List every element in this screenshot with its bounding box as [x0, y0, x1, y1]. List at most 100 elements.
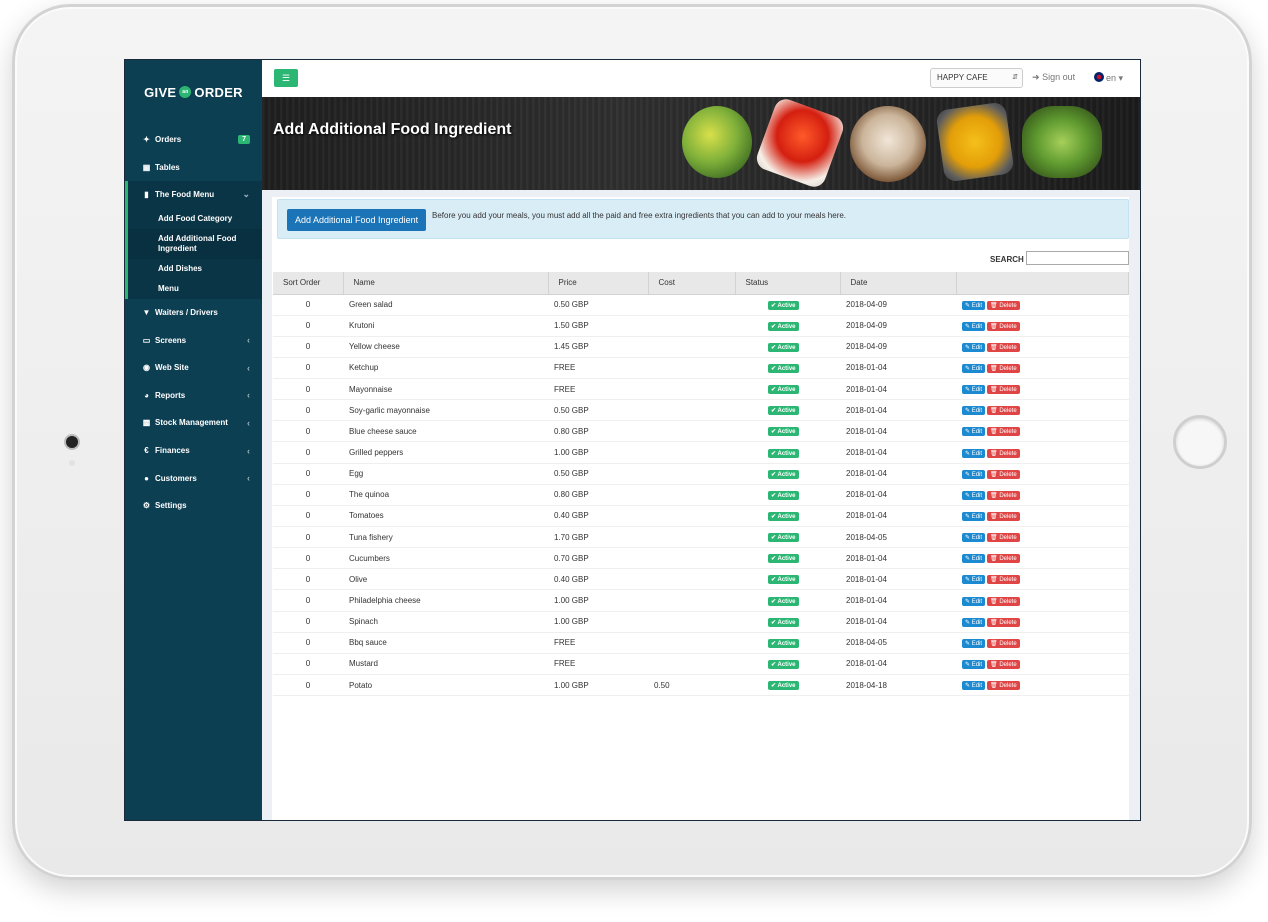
- status-badge: ✔ Active: [768, 490, 799, 500]
- signout-link[interactable]: ➜ Sign out: [1032, 72, 1075, 83]
- column-header-status[interactable]: Status: [735, 272, 841, 295]
- cell-sort-order: 0: [273, 294, 343, 316]
- cell-date: 2018-01-04: [840, 547, 956, 570]
- column-header-cost[interactable]: Cost: [648, 272, 736, 295]
- cell-name: Krutoni: [343, 315, 548, 337]
- edit-button[interactable]: ✎ Edit: [962, 363, 986, 373]
- cell-status: ✔ Active: [735, 420, 840, 443]
- delete-button[interactable]: 🗑 Delete: [987, 448, 1020, 458]
- delete-button[interactable]: 🗑 Delete: [987, 300, 1020, 310]
- edit-label: Edit: [971, 387, 983, 394]
- delete-button[interactable]: 🗑 Delete: [987, 659, 1020, 669]
- sidebar-item-stock-management[interactable]: ▩ Stock Management ‹: [125, 409, 262, 437]
- edit-label: Edit: [971, 640, 983, 647]
- edit-button[interactable]: ✎ Edit: [962, 575, 986, 585]
- table-body: 0 Green salad 0.50 GBP ✔ Active 2018-04-09 ✎ …: [273, 294, 1129, 697]
- delete-button[interactable]: 🗑 Delete: [987, 385, 1020, 395]
- edit-button[interactable]: ✎ Edit: [962, 638, 986, 648]
- sidebar-item-finances[interactable]: € Finances ‹: [125, 437, 262, 465]
- edit-button[interactable]: ✎ Edit: [962, 511, 986, 521]
- delete-button[interactable]: 🗑 Delete: [987, 342, 1020, 352]
- edit-icon: ✎: [965, 387, 971, 394]
- edit-button[interactable]: ✎ Edit: [962, 469, 986, 479]
- delete-button[interactable]: 🗑 Delete: [987, 533, 1020, 543]
- status-badge: ✔ Active: [768, 575, 799, 585]
- topbar: ☰ HAPPY CAFE ⇵ ➜ Sign out en ▾: [262, 60, 1140, 97]
- sidebar-item-web-site[interactable]: ◉ Web Site ‹: [125, 354, 262, 382]
- delete-button[interactable]: 🗑 Delete: [987, 321, 1020, 331]
- submenu-item-menu[interactable]: Menu: [158, 283, 179, 293]
- delete-button[interactable]: 🗑 Delete: [987, 554, 1020, 564]
- column-header-price[interactable]: Price: [548, 272, 649, 295]
- cell-status: ✔ Active: [735, 568, 840, 591]
- sidebar-item-waiters-drivers[interactable]: ▼ Waiters / Drivers: [125, 299, 262, 327]
- cell-status: ✔ Active: [735, 674, 840, 697]
- edit-button[interactable]: ✎ Edit: [962, 427, 986, 437]
- column-header-name[interactable]: Name: [343, 272, 549, 295]
- status-label: Active: [777, 492, 796, 499]
- submenu-item-add-additional-ingredient[interactable]: Add Additional Food Ingredient: [128, 228, 262, 259]
- home-button[interactable]: [1173, 415, 1227, 469]
- delete-button[interactable]: 🗑 Delete: [987, 575, 1020, 585]
- language-label: en: [1106, 73, 1117, 83]
- delete-button[interactable]: 🗑 Delete: [987, 490, 1020, 500]
- edit-button[interactable]: ✎ Edit: [962, 659, 986, 669]
- submenu-item-add-dishes[interactable]: Add Dishes: [158, 263, 203, 273]
- edit-button[interactable]: ✎ Edit: [962, 533, 986, 543]
- sidebar-item-reports[interactable]: ◕ Reports ‹: [125, 382, 262, 410]
- table-row: 0 Grilled peppers 1.00 GBP ✔ Active 2018-01-…: [273, 441, 1129, 464]
- cafe-select[interactable]: HAPPY CAFE ⇵: [930, 68, 1023, 88]
- gear-icon: ⚙: [142, 501, 151, 511]
- edit-button[interactable]: ✎ Edit: [962, 490, 986, 500]
- sidebar-item-label: The Food Menu: [155, 190, 215, 200]
- delete-button[interactable]: 🗑 Delete: [987, 406, 1020, 416]
- app-logo[interactable]: GIVE an ORDER: [125, 60, 262, 124]
- edit-button[interactable]: ✎ Edit: [962, 448, 986, 458]
- logo-text-right: ORDER: [194, 84, 243, 100]
- column-header-sort-order[interactable]: Sort Order: [273, 272, 344, 295]
- cell-cost: [648, 589, 735, 612]
- asparagus-image: [1022, 106, 1102, 178]
- edit-button[interactable]: ✎ Edit: [962, 321, 986, 331]
- delete-button[interactable]: 🗑 Delete: [987, 617, 1020, 627]
- delete-button[interactable]: 🗑 Delete: [987, 638, 1020, 648]
- edit-button[interactable]: ✎ Edit: [962, 617, 986, 627]
- status-label: Active: [777, 683, 796, 690]
- sidebar-item-screens[interactable]: ▭ Screens ‹: [125, 326, 262, 354]
- sidebar-item-orders[interactable]: ✦ Orders 7: [125, 126, 262, 154]
- edit-label: Edit: [971, 450, 983, 457]
- delete-button[interactable]: 🗑 Delete: [987, 363, 1020, 373]
- search-input[interactable]: [1026, 251, 1129, 265]
- hamburger-menu-button[interactable]: ☰: [274, 69, 298, 87]
- column-header-date[interactable]: Date: [840, 272, 957, 295]
- delete-button[interactable]: 🗑 Delete: [987, 681, 1020, 691]
- language-dropdown[interactable]: en ▾: [1094, 72, 1123, 84]
- cell-status: ✔ Active: [735, 441, 840, 464]
- chevron-left-icon: ‹: [247, 335, 250, 346]
- edit-button[interactable]: ✎ Edit: [962, 300, 986, 310]
- edit-button[interactable]: ✎ Edit: [962, 554, 986, 564]
- cell-sort-order: 0: [273, 441, 343, 464]
- cell-name: Mayonnaise: [343, 378, 548, 401]
- cell-sort-order: 0: [273, 399, 343, 422]
- delete-button[interactable]: 🗑 Delete: [987, 596, 1020, 606]
- edit-button[interactable]: ✎ Edit: [962, 385, 986, 395]
- delete-button[interactable]: 🗑 Delete: [987, 469, 1020, 479]
- edit-button[interactable]: ✎ Edit: [962, 681, 986, 691]
- edit-button[interactable]: ✎ Edit: [962, 406, 986, 416]
- sidebar-item-settings[interactable]: ⚙ Settings: [125, 492, 262, 520]
- sidebar-item-tables[interactable]: ▦ Tables: [125, 154, 262, 182]
- status-label: Active: [777, 598, 796, 605]
- cell-cost: [648, 547, 735, 570]
- sidebar-item-customers[interactable]: ● Customers ‹: [125, 464, 262, 492]
- sidebar-item-food-menu[interactable]: ▮ The Food Menu ⌄: [125, 181, 262, 209]
- info-callout: Add Additional Food Ingredient Before yo…: [277, 199, 1129, 239]
- edit-button[interactable]: ✎ Edit: [962, 596, 986, 606]
- delete-label: Delete: [999, 387, 1017, 394]
- delete-button[interactable]: 🗑 Delete: [987, 427, 1020, 437]
- cell-date: 2018-01-04: [840, 484, 956, 506]
- edit-button[interactable]: ✎ Edit: [962, 342, 986, 352]
- submenu-item-add-food-category[interactable]: Add Food Category: [158, 213, 233, 223]
- delete-button[interactable]: 🗑 Delete: [987, 511, 1020, 521]
- add-ingredient-button[interactable]: Add Additional Food Ingredient: [287, 209, 427, 231]
